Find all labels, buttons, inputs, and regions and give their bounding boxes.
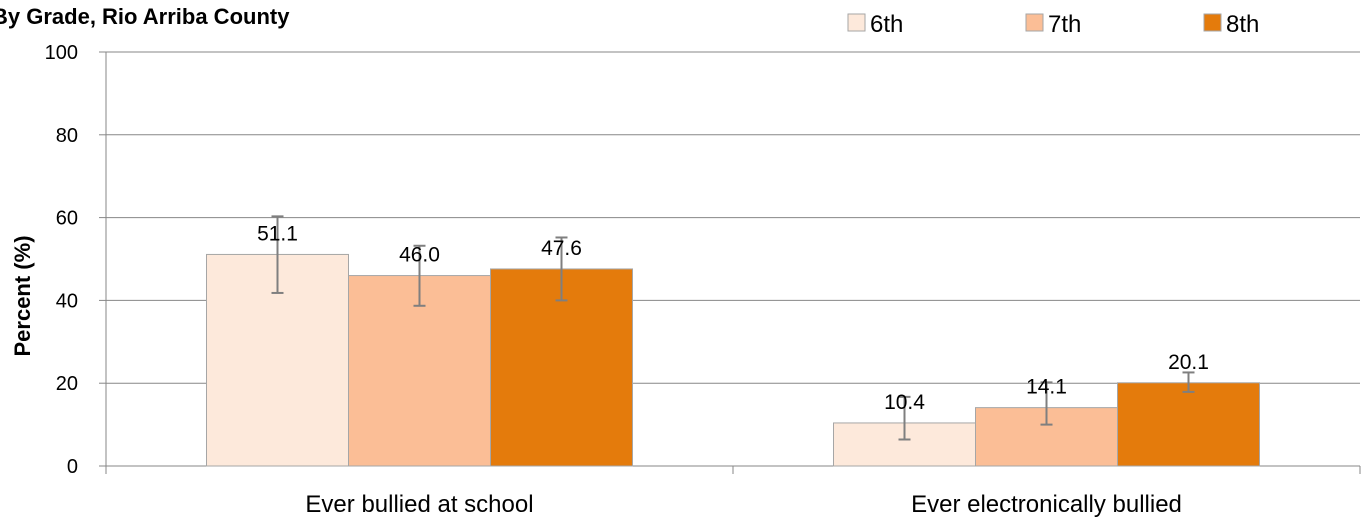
legend: 6th 7th 8th xyxy=(847,11,1259,38)
legend-label: 8th xyxy=(1226,11,1259,38)
y-axis-label: Percent (%) xyxy=(10,235,35,356)
data-label: 10.4 xyxy=(884,391,925,414)
y-tick-label: 100 xyxy=(45,42,78,64)
category-label: Ever electronically bullied xyxy=(911,491,1182,518)
error-bars xyxy=(271,215,1195,441)
legend-swatch xyxy=(1025,13,1044,32)
bar xyxy=(1117,382,1260,467)
y-tick-label: 0 xyxy=(67,456,78,478)
data-label: 47.6 xyxy=(541,237,582,260)
data-label: 20.1 xyxy=(1168,351,1209,374)
legend-swatch xyxy=(847,13,866,32)
bar xyxy=(348,275,491,467)
category-label: Ever bullied at school xyxy=(305,491,533,518)
y-tick-label: 80 xyxy=(56,125,78,147)
data-labels: 51.1 46.0 47.6 10.4 14.1 20.1 xyxy=(257,222,1209,413)
y-tick-label: 60 xyxy=(56,208,78,230)
legend-swatch xyxy=(1203,13,1222,32)
data-label: 51.1 xyxy=(257,222,298,245)
category-labels: Ever bullied at school Ever electronicall… xyxy=(305,491,1181,518)
chart-title: By Grade, Rio Arriba County xyxy=(0,4,290,29)
legend-label: 7th xyxy=(1048,11,1081,38)
data-label: 14.1 xyxy=(1026,376,1067,399)
legend-label: 6th xyxy=(870,11,903,38)
bars xyxy=(206,253,1260,467)
data-label: 46.0 xyxy=(399,244,440,267)
y-tick-label: 20 xyxy=(56,373,78,395)
y-tick-label: 40 xyxy=(56,290,78,312)
y-tick-labels: 0 20 40 60 80 100 xyxy=(45,42,78,478)
bar xyxy=(490,268,633,467)
